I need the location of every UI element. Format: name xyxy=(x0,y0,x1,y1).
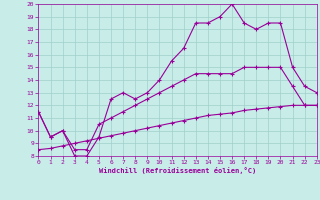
X-axis label: Windchill (Refroidissement éolien,°C): Windchill (Refroidissement éolien,°C) xyxy=(99,167,256,174)
